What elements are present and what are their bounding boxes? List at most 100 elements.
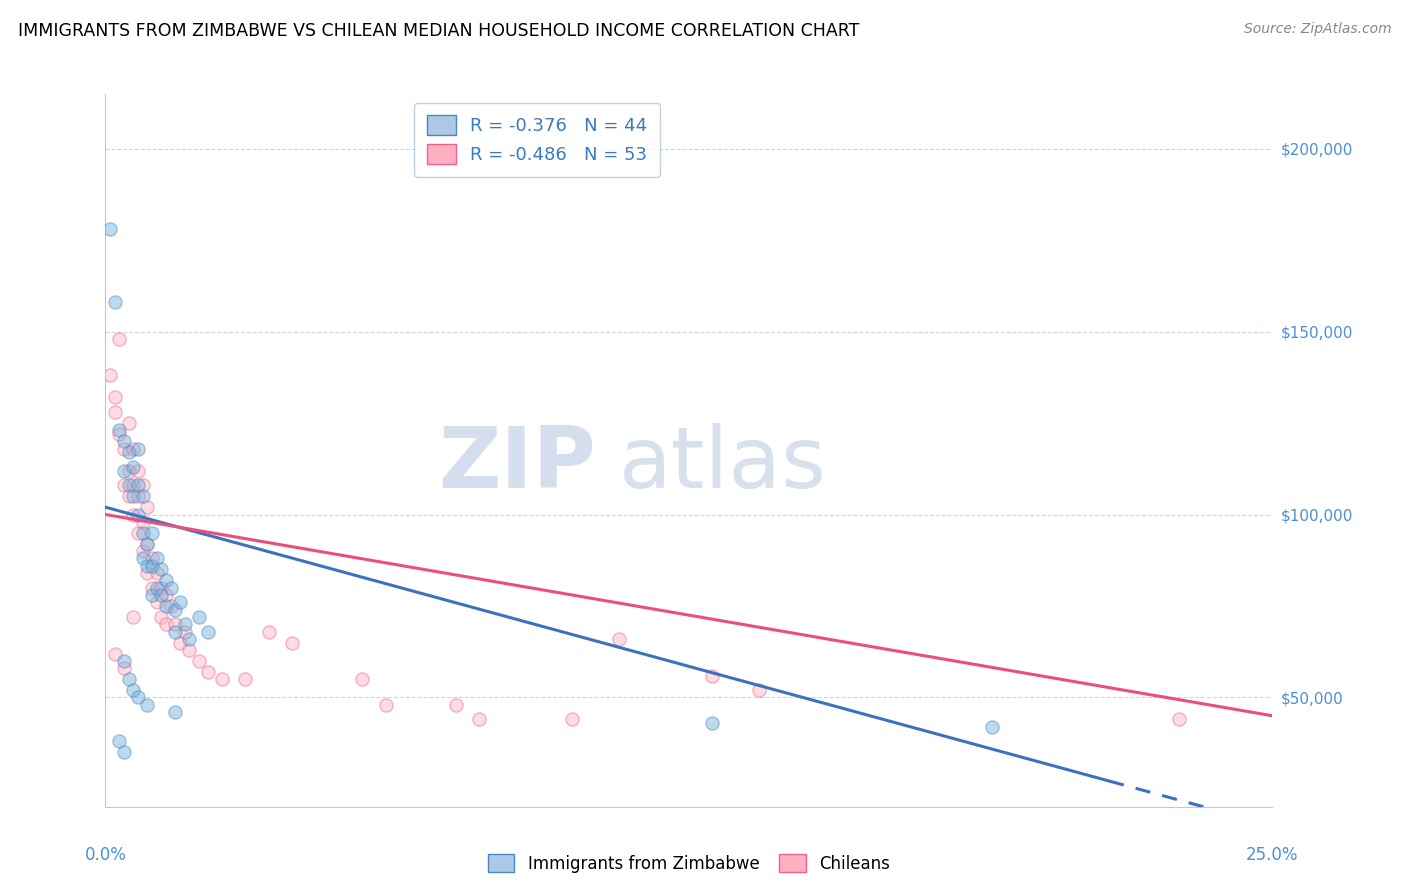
Point bbox=[159, 599, 181, 613]
Point bbox=[127, 464, 149, 478]
Point bbox=[104, 391, 127, 405]
Point bbox=[561, 713, 583, 727]
Point bbox=[607, 632, 630, 646]
Point bbox=[257, 624, 280, 639]
Point bbox=[444, 698, 467, 712]
Point bbox=[748, 683, 770, 698]
Point bbox=[108, 734, 131, 748]
Point bbox=[169, 635, 191, 649]
Point bbox=[112, 661, 135, 675]
Point bbox=[165, 602, 187, 616]
Point bbox=[197, 624, 219, 639]
Point bbox=[165, 624, 187, 639]
Point bbox=[127, 489, 149, 503]
Point bbox=[136, 566, 159, 580]
Point bbox=[118, 478, 141, 492]
Point bbox=[122, 489, 145, 503]
Point bbox=[104, 647, 127, 661]
Point bbox=[281, 635, 304, 649]
Point bbox=[132, 551, 155, 566]
Point bbox=[127, 478, 149, 492]
Point bbox=[108, 332, 131, 346]
Point bbox=[146, 566, 169, 580]
Point bbox=[150, 562, 173, 576]
Point bbox=[118, 672, 141, 686]
Point bbox=[127, 442, 149, 456]
Point bbox=[127, 525, 149, 540]
Point bbox=[702, 668, 724, 682]
Text: 0.0%: 0.0% bbox=[84, 846, 127, 863]
Legend: R = -0.376   N = 44, R = -0.486   N = 53: R = -0.376 N = 44, R = -0.486 N = 53 bbox=[415, 103, 659, 177]
Point bbox=[146, 581, 169, 595]
Point bbox=[127, 690, 149, 705]
Point bbox=[150, 588, 173, 602]
Point bbox=[132, 489, 155, 503]
Point bbox=[112, 442, 135, 456]
Point bbox=[165, 617, 187, 632]
Point bbox=[155, 588, 177, 602]
Point bbox=[98, 222, 121, 236]
Point bbox=[179, 643, 201, 657]
Point bbox=[112, 464, 135, 478]
Point bbox=[132, 478, 155, 492]
Point bbox=[352, 672, 374, 686]
Point bbox=[235, 672, 257, 686]
Point bbox=[136, 537, 159, 551]
Point bbox=[179, 632, 201, 646]
Point bbox=[118, 445, 141, 459]
Point bbox=[112, 478, 135, 492]
Point bbox=[112, 434, 135, 449]
Point bbox=[141, 551, 163, 566]
Point bbox=[468, 713, 491, 727]
Point bbox=[118, 416, 141, 430]
Point bbox=[136, 558, 159, 573]
Point bbox=[197, 665, 219, 679]
Point bbox=[173, 624, 195, 639]
Text: Source: ZipAtlas.com: Source: ZipAtlas.com bbox=[1244, 22, 1392, 37]
Point bbox=[374, 698, 396, 712]
Point bbox=[155, 574, 177, 588]
Point bbox=[981, 720, 1004, 734]
Point bbox=[122, 610, 145, 624]
Point bbox=[108, 423, 131, 437]
Point bbox=[141, 558, 163, 573]
Point bbox=[136, 500, 159, 515]
Point bbox=[702, 716, 724, 731]
Point bbox=[1168, 713, 1191, 727]
Point bbox=[211, 672, 233, 686]
Point bbox=[98, 368, 121, 383]
Text: atlas: atlas bbox=[619, 423, 827, 507]
Point bbox=[118, 464, 141, 478]
Point bbox=[136, 698, 159, 712]
Point bbox=[118, 489, 141, 503]
Point bbox=[146, 551, 169, 566]
Legend: Immigrants from Zimbabwe, Chileans: Immigrants from Zimbabwe, Chileans bbox=[481, 847, 897, 880]
Point bbox=[112, 745, 135, 759]
Point bbox=[187, 610, 209, 624]
Point bbox=[122, 459, 145, 474]
Point bbox=[150, 581, 173, 595]
Point bbox=[127, 508, 149, 522]
Point bbox=[187, 654, 209, 668]
Point bbox=[112, 654, 135, 668]
Point bbox=[159, 581, 181, 595]
Point bbox=[136, 537, 159, 551]
Point bbox=[122, 683, 145, 698]
Text: ZIP: ZIP bbox=[437, 423, 596, 507]
Point bbox=[169, 595, 191, 609]
Point bbox=[146, 595, 169, 609]
Point bbox=[141, 581, 163, 595]
Point bbox=[132, 525, 155, 540]
Point bbox=[122, 508, 145, 522]
Point bbox=[132, 544, 155, 558]
Text: IMMIGRANTS FROM ZIMBABWE VS CHILEAN MEDIAN HOUSEHOLD INCOME CORRELATION CHART: IMMIGRANTS FROM ZIMBABWE VS CHILEAN MEDI… bbox=[18, 22, 859, 40]
Text: 25.0%: 25.0% bbox=[1246, 846, 1299, 863]
Point bbox=[141, 525, 163, 540]
Point bbox=[165, 705, 187, 719]
Point bbox=[104, 295, 127, 310]
Point bbox=[155, 599, 177, 613]
Point bbox=[132, 515, 155, 529]
Point bbox=[141, 588, 163, 602]
Point bbox=[173, 617, 195, 632]
Point bbox=[150, 610, 173, 624]
